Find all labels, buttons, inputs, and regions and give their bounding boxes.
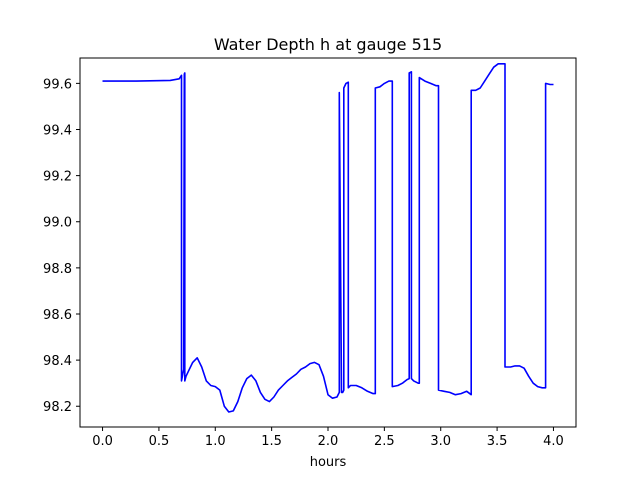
x-tick-label: 0.5 <box>149 434 170 449</box>
y-tick-label: 99.6 <box>43 77 72 92</box>
x-tick-label: 4.0 <box>543 434 564 449</box>
series-line <box>102 62 554 413</box>
x-tick-label: 2.5 <box>374 434 395 449</box>
plot-frame <box>79 57 577 428</box>
y-tick-label: 98.6 <box>43 308 72 323</box>
x-tick-label: 3.5 <box>487 434 508 449</box>
x-tick-label: 3.0 <box>430 434 451 449</box>
y-tick-label: 98.2 <box>43 400 72 415</box>
x-axis-label: hours <box>310 455 347 470</box>
y-tick-label: 99.0 <box>43 216 72 231</box>
y-tick-label: 99.4 <box>43 123 72 138</box>
x-tick-label: 0.0 <box>92 434 113 449</box>
tick-layer: 0.0 0.5 1.0 1.5 2.0 2.5 3.0 3.5 4.0 98.2 98.4 98.6 9… <box>43 77 564 449</box>
line-layer <box>102 62 554 413</box>
x-tick-label: 1.0 <box>205 434 226 449</box>
x-tick-label: 1.5 <box>261 434 282 449</box>
y-tick-label: 99.2 <box>43 170 72 185</box>
chart-title: Water Depth h at gauge 515 <box>214 35 442 54</box>
x-tick-label: 2.0 <box>318 434 339 449</box>
y-tick-label: 98.4 <box>43 354 72 369</box>
y-tick-label: 98.8 <box>43 262 72 277</box>
